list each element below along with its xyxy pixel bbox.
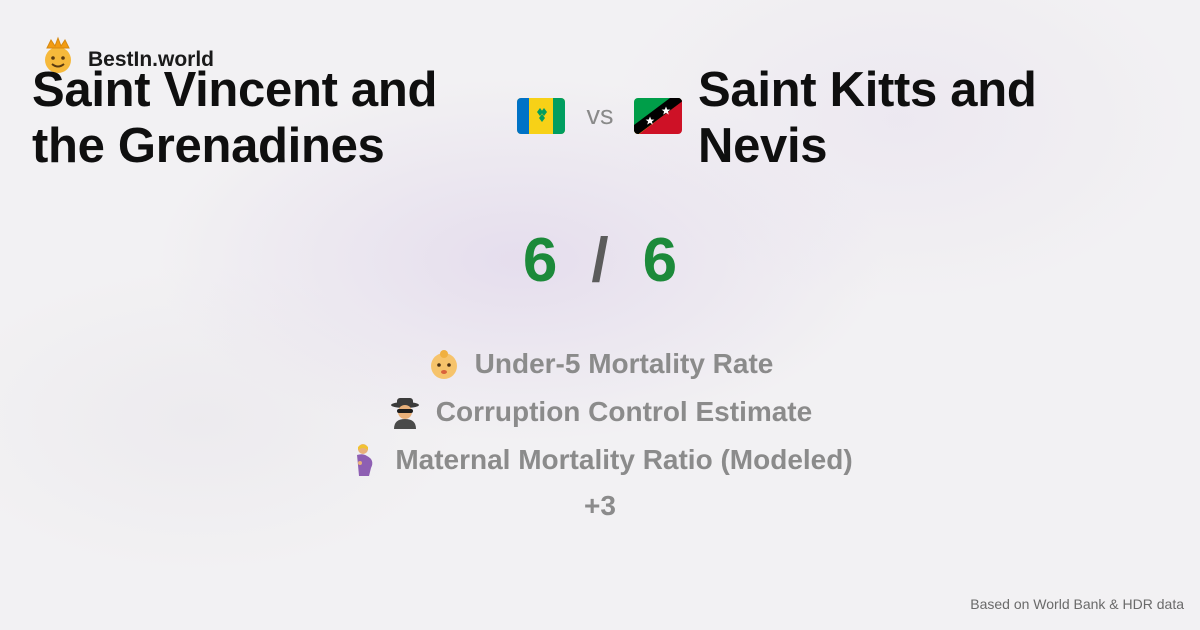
flag-saint-vincent-icon: [517, 98, 565, 134]
baby-icon: [430, 350, 457, 379]
left-country-name: Saint Vincent and the Grenadines: [32, 62, 502, 174]
spy-icon: [390, 398, 419, 429]
metric-label: Corruption Control Estimate: [435, 396, 813, 427]
score: 6 / 6: [0, 224, 1200, 298]
right-score: 6: [642, 226, 678, 295]
score-separator: /: [591, 226, 609, 295]
flag-saint-kitts-icon: [634, 98, 682, 134]
right-country-name: Saint Kitts and Nevis: [698, 62, 1168, 174]
metric-label: Under-5 Mortality Rate: [474, 348, 774, 379]
crown-face-icon: [45, 36, 71, 73]
metric-item[interactable]: Maternal Mortality Ratio (Modeled): [0, 436, 1200, 484]
pregnant-woman-icon: [357, 444, 373, 476]
metrics-list: Under-5 Mortality Rate Corruption Contro…: [0, 340, 1200, 526]
brand[interactable]: BestIn.world: [38, 36, 214, 76]
vs-label: vs: [586, 100, 614, 130]
metric-label: Maternal Mortality Ratio (Modeled): [395, 444, 853, 475]
right-country-name-line1: Saint Kitts and: [698, 63, 1037, 117]
brand-name: BestIn.world: [88, 48, 215, 71]
left-country-name-line1: Saint Vincent and: [32, 63, 438, 117]
right-country-name-line2: Nevis: [698, 119, 828, 173]
metric-item[interactable]: Corruption Control Estimate: [0, 388, 1200, 436]
more-metrics-count[interactable]: +3: [584, 490, 616, 521]
metric-item[interactable]: Under-5 Mortality Rate: [0, 340, 1200, 388]
data-source-note: Based on World Bank & HDR data: [970, 596, 1184, 612]
left-country-name-line2: the Grenadines: [32, 119, 385, 173]
left-score: 6: [522, 226, 558, 295]
